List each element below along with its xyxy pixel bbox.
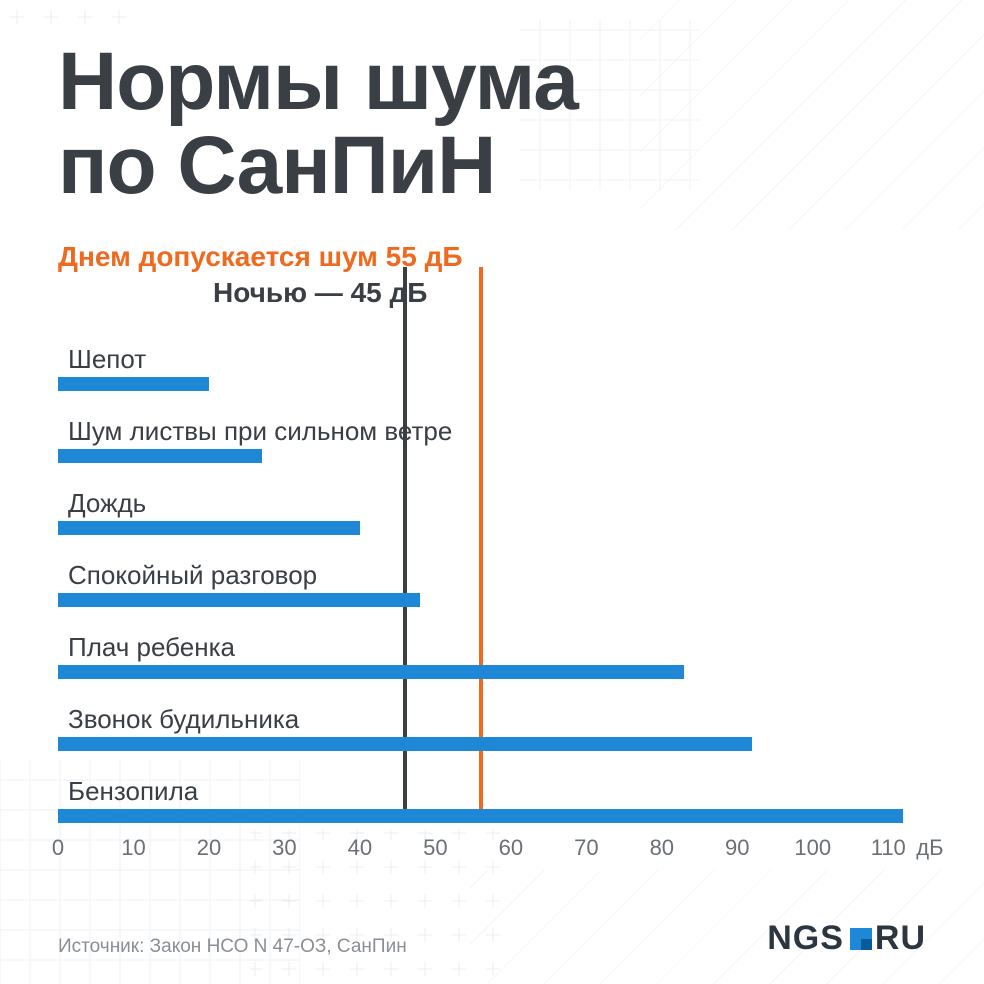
- source-text: Источник: Закон НСО N 47-ОЗ, СанПин: [58, 936, 407, 958]
- bar: [58, 665, 684, 679]
- x-tick: 70: [574, 835, 598, 861]
- x-tick: 80: [650, 835, 674, 861]
- bar: [58, 449, 262, 463]
- x-axis-unit: дБ: [916, 835, 943, 861]
- x-tick: 10: [121, 835, 145, 861]
- bar: [58, 593, 420, 607]
- x-tick: 0: [52, 835, 64, 861]
- logo-square-icon: [850, 928, 872, 950]
- bar-row: Спокойный разговор: [58, 535, 926, 607]
- bar: [58, 809, 903, 823]
- subtitle-night: Ночью — 45 дБ: [213, 277, 926, 309]
- title-line2: по СанПиН: [58, 120, 495, 211]
- content: Нормы шума по СанПиН Днем допускается шу…: [0, 0, 984, 889]
- bar: [58, 737, 752, 751]
- bar-row: Звонок будильника: [58, 679, 926, 751]
- x-tick: 100: [794, 835, 831, 861]
- bar-label: Спокойный разговор: [68, 560, 317, 591]
- bar: [58, 521, 360, 535]
- x-tick: 60: [499, 835, 523, 861]
- logo-right: RU: [875, 919, 926, 958]
- logo: NGS RU: [767, 919, 926, 958]
- x-tick: 20: [197, 835, 221, 861]
- chart: Шепот Шум листвы при сильном ветре Дождь Сп…: [58, 319, 926, 869]
- x-axis: 0102030405060708090100110дБ: [58, 829, 926, 869]
- bar-label: Плач ребенка: [68, 632, 235, 663]
- bar-label: Шум листвы при сильном ветре: [68, 416, 452, 447]
- bar-label: Звонок будильника: [68, 704, 299, 735]
- logo-left: NGS: [767, 919, 844, 958]
- bar-row: Шепот: [58, 319, 926, 391]
- bar-row: Дождь: [58, 463, 926, 535]
- title-line1: Нормы шума: [58, 36, 578, 127]
- page-title: Нормы шума по СанПиН: [58, 40, 926, 207]
- x-tick: 110: [871, 835, 906, 861]
- footer: Источник: Закон НСО N 47-ОЗ, СанПин NGS …: [58, 919, 926, 958]
- bar-label: Шепот: [68, 344, 146, 375]
- bar-label: Бензопила: [68, 776, 198, 807]
- bar-row: Шум листвы при сильном ветре: [58, 391, 926, 463]
- subtitle-day: Днем допускается шум 55 дБ: [58, 241, 926, 273]
- bar-label: Дождь: [68, 488, 146, 519]
- bar: [58, 377, 209, 391]
- x-tick: 30: [272, 835, 296, 861]
- x-tick: 90: [725, 835, 749, 861]
- chart-plot: Шепот Шум листвы при сильном ветре Дождь Сп…: [58, 319, 926, 823]
- x-tick: 40: [348, 835, 372, 861]
- bar-row: Бензопила: [58, 751, 926, 823]
- bar-row: Плач ребенка: [58, 607, 926, 679]
- x-tick: 50: [423, 835, 447, 861]
